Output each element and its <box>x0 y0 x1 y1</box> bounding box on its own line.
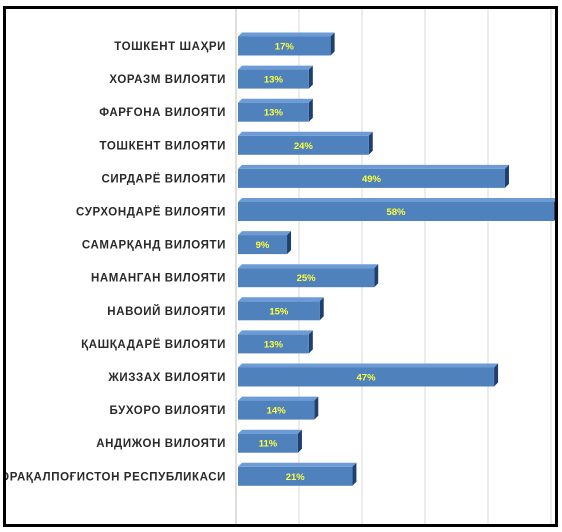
bar <box>238 466 353 486</box>
category-label: ҚАШҚАДАРЁ ВИЛОЯТИ <box>81 338 226 351</box>
data-label: 13% <box>264 75 284 86</box>
category-label: БУХОРО ВИЛОЯТИ <box>110 405 227 417</box>
data-label: 15% <box>269 306 289 317</box>
category-label: ҚОРАҚАЛПОҒИСТОН РЕСПУБЛИКАСИ <box>6 471 226 483</box>
data-label: 14% <box>267 406 287 417</box>
bar-side-face <box>554 201 555 221</box>
bar-top-face <box>238 429 302 434</box>
bar <box>238 235 288 255</box>
bar-top-face <box>238 32 335 37</box>
bar <box>238 135 369 155</box>
bar-top-face <box>238 297 324 302</box>
category-label: АНДИЖОН ВИЛОЯТИ <box>96 438 226 450</box>
bar-top-face <box>238 462 357 467</box>
category-label: НАВОИЙ ВИЛОЯТИ <box>107 305 226 318</box>
bar <box>238 268 375 288</box>
bar <box>238 433 298 453</box>
data-label: 49% <box>362 174 382 185</box>
bar-top-face <box>238 65 313 70</box>
bar-top-face <box>238 164 509 169</box>
horizontal-bar-chart: ТОШКЕНТ ШАҲРИ 17% ХОРАЗМ ВИЛОЯТИ 13% ФАРҒОНА… <box>6 9 555 524</box>
data-label: 9% <box>256 240 270 251</box>
bar <box>238 202 554 221</box>
bar-side-face <box>368 131 373 155</box>
bar-side-face <box>314 396 319 420</box>
data-label: 17% <box>275 42 295 53</box>
data-label: 21% <box>286 472 306 483</box>
bar-side-face <box>504 164 509 188</box>
bar <box>238 400 315 420</box>
data-label: 47% <box>357 373 377 384</box>
bar-side-face <box>374 264 379 288</box>
data-label: 24% <box>294 141 314 152</box>
category-label: НАМАНГАН ВИЛОЯТИ <box>91 273 226 285</box>
bar <box>238 168 505 188</box>
bar-top-face <box>238 198 555 202</box>
bar-side-face <box>297 429 302 453</box>
bar-top-face <box>238 330 313 335</box>
category-label: САМАРҚАНД ВИЛОЯТИ <box>82 240 226 252</box>
bar-top-face <box>238 396 319 401</box>
category-label: СУРХОНДАРЁ ВИЛОЯТИ <box>76 206 226 219</box>
bar <box>238 367 495 387</box>
category-label: ФАРҒОНА ВИЛОЯТИ <box>99 107 226 119</box>
category-label: ТОШКЕНТ ШАҲРИ <box>114 41 226 53</box>
bar <box>238 69 309 89</box>
data-label: 25% <box>297 273 317 284</box>
bar-side-face <box>330 32 335 56</box>
bar-top-face <box>238 231 292 236</box>
bar-top-face <box>238 98 313 103</box>
category-label: ХОРАЗМ ВИЛОЯТИ <box>109 74 226 86</box>
bar-side-face <box>308 65 313 89</box>
bar-side-face <box>352 462 357 486</box>
data-label: 13% <box>264 339 284 350</box>
bar-side-face <box>319 297 324 321</box>
bar <box>238 102 309 122</box>
bar-top-face <box>238 131 373 136</box>
chart-frame: ТОШКЕНТ ШАҲРИ 17% ХОРАЗМ ВИЛОЯТИ 13% ФАРҒОНА… <box>3 6 558 527</box>
bar-side-face <box>308 330 313 354</box>
data-label: 58% <box>386 207 406 218</box>
category-label: ЖИЗЗАХ ВИЛОЯТИ <box>107 372 226 384</box>
bar <box>238 36 331 56</box>
bar <box>238 334 309 354</box>
bar <box>238 301 320 321</box>
bar-top-face <box>238 264 379 269</box>
bar-side-face <box>494 363 499 387</box>
bar-side-face <box>308 98 313 122</box>
data-label: 11% <box>259 439 278 450</box>
data-label: 13% <box>264 108 284 119</box>
category-label: СИРДАРЁ ВИЛОЯТИ <box>101 172 226 185</box>
category-label: ТОШКЕНТ ВИЛОЯТИ <box>100 140 226 152</box>
bar-top-face <box>238 363 499 368</box>
bar-side-face <box>287 231 292 255</box>
